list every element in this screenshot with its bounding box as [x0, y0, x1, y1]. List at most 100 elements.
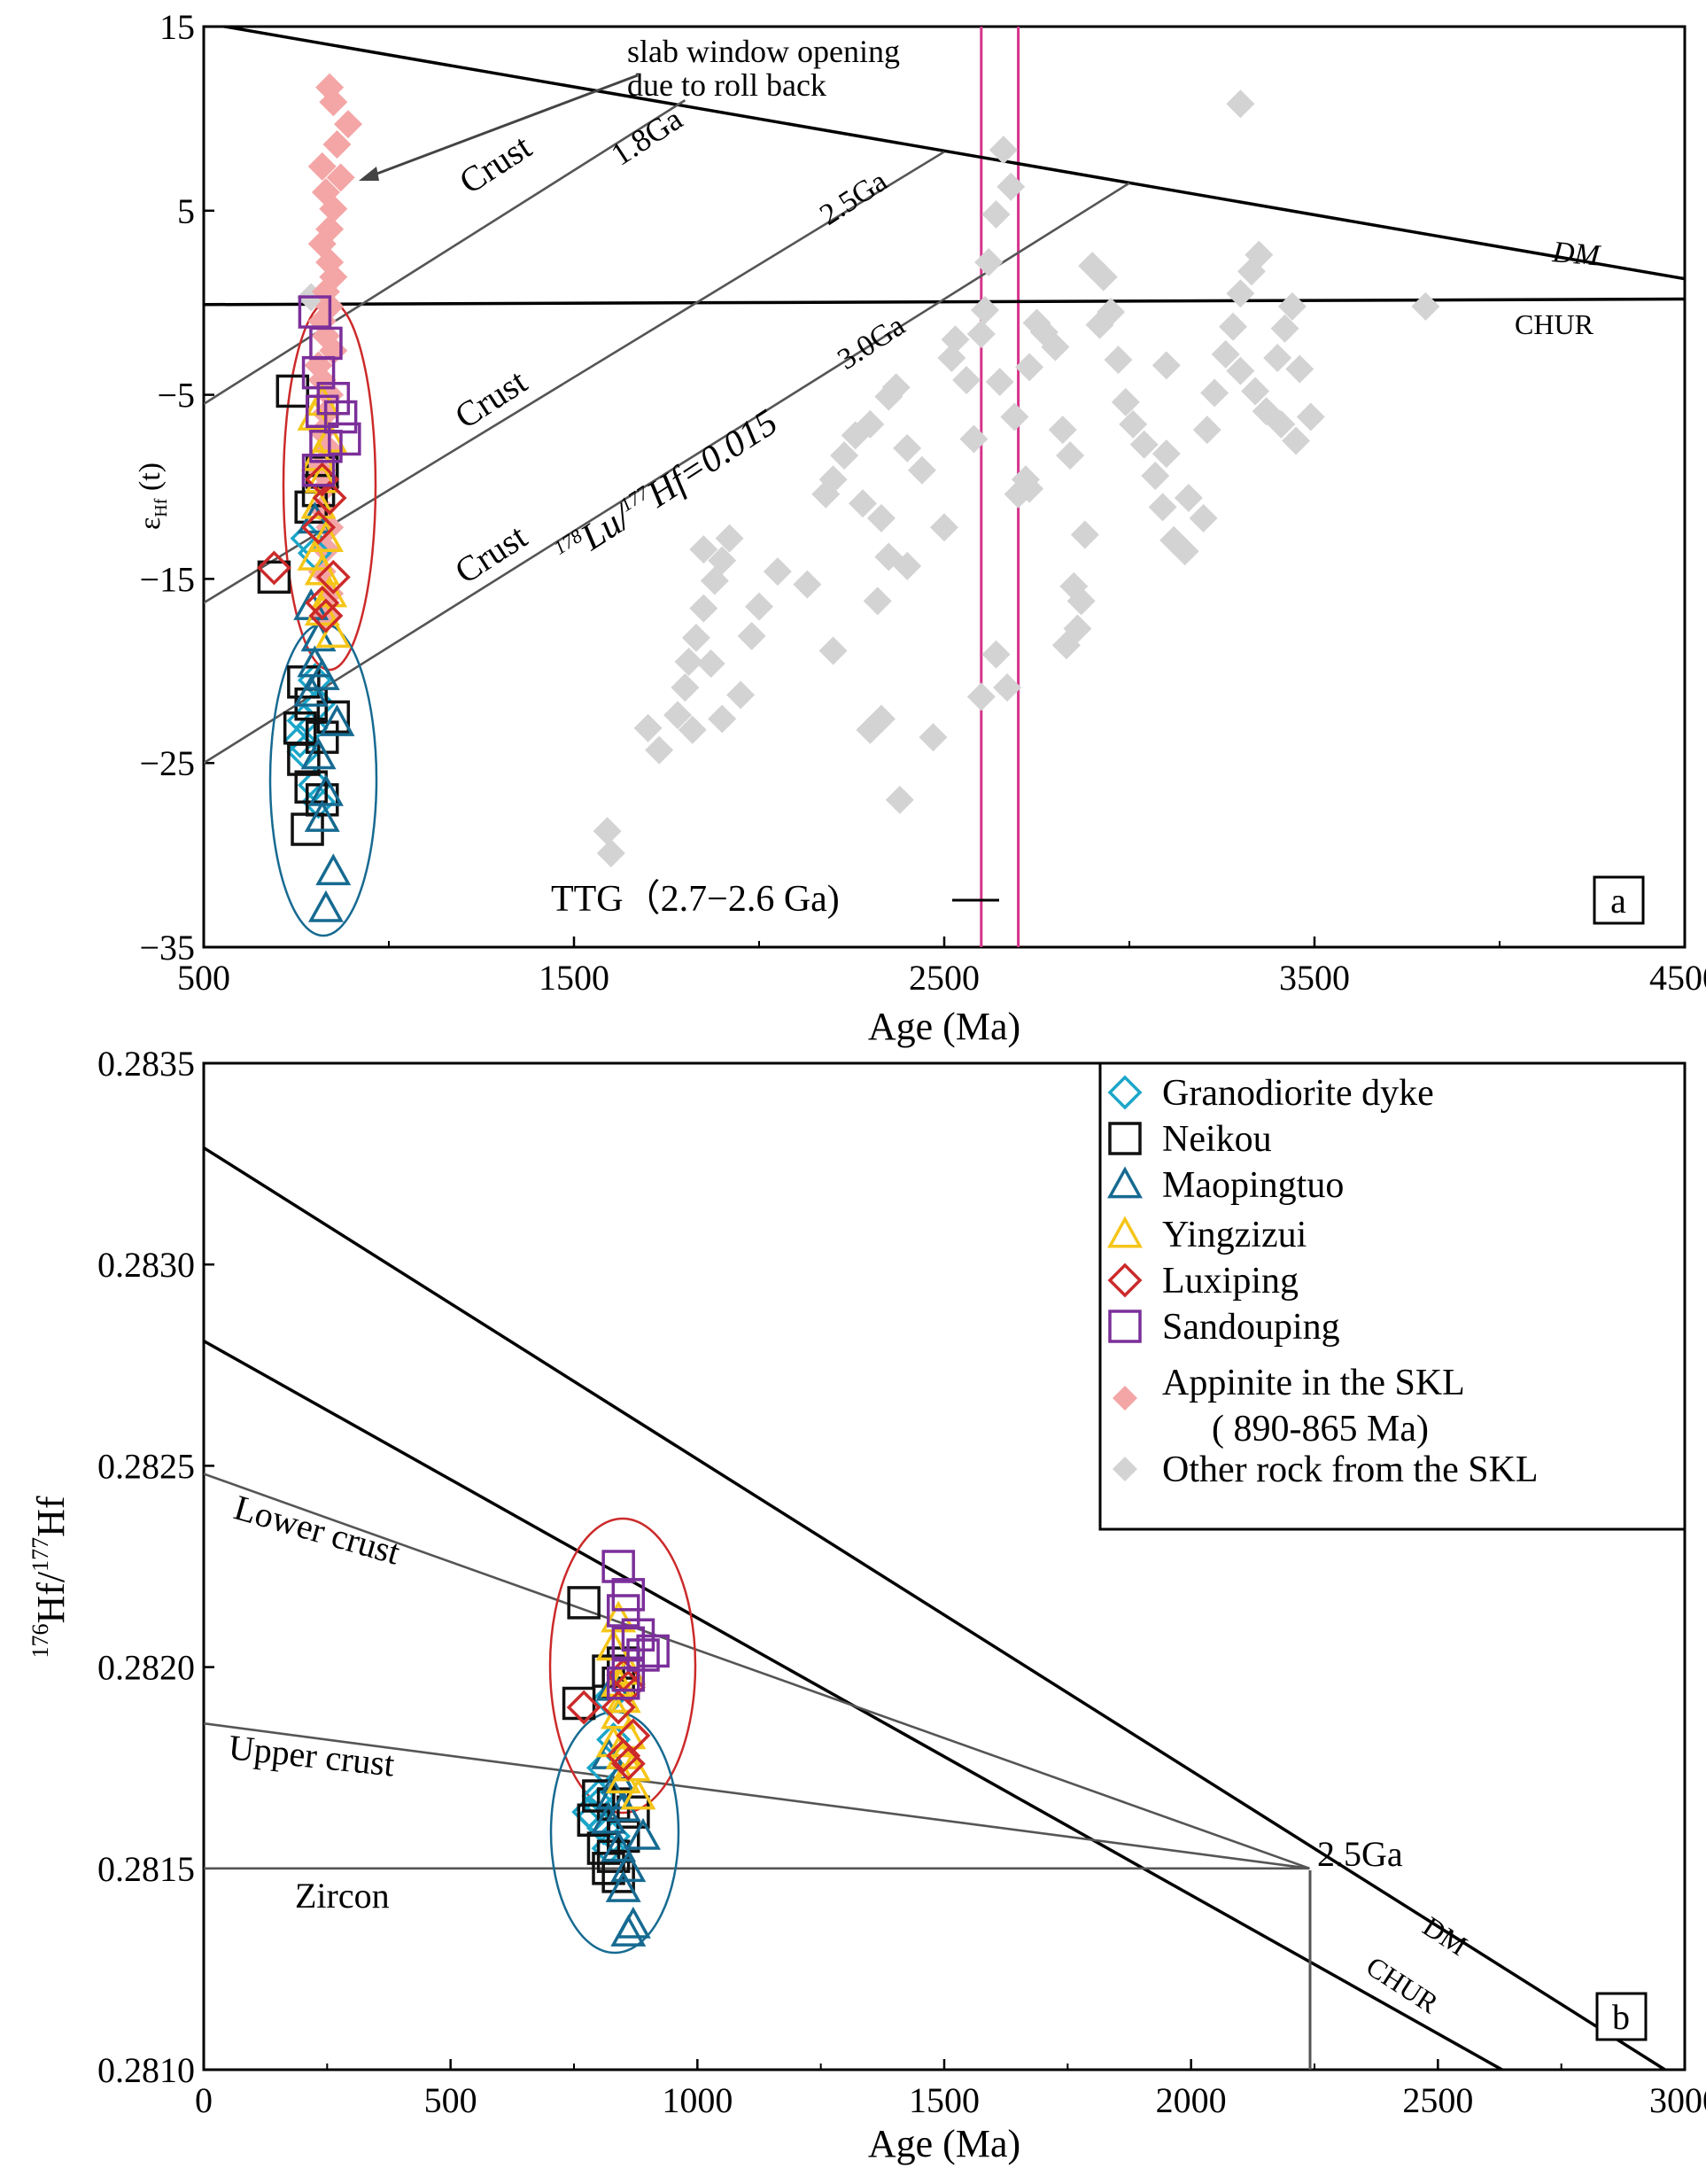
legend-marker-maopingtuo [1107, 1166, 1143, 1199]
panel-a-ylabel: εHf (t) [134, 462, 171, 530]
y-tick-label: 15 [159, 7, 195, 47]
ylabel-sub: Hf [151, 498, 171, 517]
series-sandouping [298, 295, 361, 487]
point-other-rock-from-the-skl [708, 546, 737, 575]
point-other-rock-from-the-skl [959, 424, 989, 454]
point-yingzizui [601, 1600, 637, 1633]
point-other-rock-from-the-skl [593, 817, 622, 846]
point-sandouping [611, 1658, 646, 1692]
point-other-rock-from-the-skl [745, 592, 773, 621]
panel-a-ticks: 500 1500 2500 3500 4500 15 5 −5 −15 −25 −35 [139, 7, 1706, 998]
point-neikou [306, 720, 339, 754]
legend-label-2-appinite-in-the-skl: ( 890-865 Ma) [1212, 1409, 1429, 1450]
point-other-rock-from-the-skl [856, 409, 885, 439]
point-appinite-in-the-skl [326, 163, 355, 192]
point-other-rock-from-the-skl [681, 623, 710, 652]
panel-b-label: b [1612, 1997, 1630, 2037]
point-other-rock-from-the-skl [1189, 503, 1218, 532]
point-sandouping [328, 422, 361, 456]
point-other-rock-from-the-skl [966, 320, 996, 349]
point-other-rock-from-the-skl [1263, 344, 1292, 373]
point-maopingtuo [605, 1869, 641, 1902]
line-dm [215, 27, 1685, 281]
point-yingzizui [304, 553, 340, 586]
point-other-rock-from-the-skl [1070, 520, 1099, 549]
point-luxiping [315, 559, 351, 595]
ttg-label: TTG（2.7−2.6 Ga) [551, 879, 840, 920]
point-sandouping [306, 394, 339, 429]
dm-label-a: DM [1550, 236, 1602, 273]
point-other-rock-from-the-skl [907, 455, 936, 485]
point-other-rock-from-the-skl [1004, 479, 1033, 509]
point-yingzizui [300, 486, 337, 519]
point-other-rock-from-the-skl [1241, 377, 1270, 406]
annotation-line2: due to roll back [627, 67, 826, 103]
point-other-rock-from-the-skl [981, 640, 1011, 669]
point-other-rock-from-the-skl [981, 199, 1011, 229]
point-maopingtuo [319, 703, 355, 736]
x-tick-label: 2000 [1156, 2080, 1227, 2120]
point-maopingtuo [315, 853, 352, 886]
point-luxiping [312, 480, 347, 516]
legend-label-yingzizui: Yingzizui [1162, 1215, 1307, 1255]
point-other-rock-from-the-skl [996, 172, 1026, 201]
point-other-rock-from-the-skl [1270, 314, 1299, 343]
point-yingzizui [307, 520, 344, 553]
point-other-rock-from-the-skl [696, 649, 725, 678]
point-neikou [275, 374, 310, 408]
point-other-rock-from-the-skl [985, 368, 1014, 397]
y-tick-label: 5 [177, 191, 195, 231]
legend-label-neikou: Neikou [1162, 1119, 1272, 1160]
series-luxiping [256, 462, 351, 633]
point-other-rock-from-the-skl [881, 373, 911, 402]
panel-a-xlabel: Age (Ma) [868, 1005, 1020, 1048]
point-other-rock-from-the-skl [1296, 402, 1325, 431]
legend: Granodiorite dyke Neikou Maopingtuo Yingziz… [1107, 1073, 1539, 1490]
point-other-rock-from-the-skl [1048, 416, 1077, 445]
point-other-rock-from-the-skl [1051, 631, 1081, 660]
point-appinite-in-the-skl [319, 88, 348, 117]
x-tick-label: 500 [424, 2080, 477, 2120]
point-other-rock-from-the-skl [1089, 262, 1118, 291]
point-other-rock-from-the-skl [1267, 409, 1296, 439]
legend-label-sandouping: Sandouping [1162, 1307, 1340, 1348]
annotation-arrowhead [359, 167, 379, 181]
x-tick-label: 3500 [1279, 958, 1350, 998]
legend-marker-luxiping [1107, 1263, 1143, 1298]
point-appinite-in-the-skl [322, 129, 352, 159]
point-sandouping [316, 382, 351, 416]
point-other-rock-from-the-skl [763, 557, 792, 587]
y-tick-label: −25 [139, 743, 195, 783]
legend-marker-neikou [1108, 1122, 1142, 1155]
point-luxiping [601, 1690, 636, 1725]
point-maopingtuo [300, 737, 337, 770]
zircon-label: Zircon [295, 1876, 390, 1916]
legend-marker-sandouping [1108, 1310, 1142, 1343]
point-luxiping [566, 1690, 601, 1725]
upper-group-ellipse-b [548, 1517, 697, 1815]
x-tick-label: 0 [195, 2080, 213, 2120]
legend-label-luxiping: Luxiping [1162, 1261, 1299, 1302]
point-other-rock-from-the-skl [1015, 353, 1044, 382]
ylabel-b-end: Hf [29, 1496, 73, 1537]
legend-marker-appinite-in-the-skl [1113, 1386, 1137, 1411]
point-other-rock-from-the-skl [1000, 402, 1029, 431]
legend-marker-granodiorite-dyke [1107, 1075, 1143, 1110]
point-other-rock-from-the-skl [793, 570, 822, 599]
point-other-rock-from-the-skl [1226, 89, 1255, 119]
point-other-rock-from-the-skl [1226, 356, 1255, 385]
x-tick-label: 1500 [539, 958, 609, 998]
point-luxiping [301, 509, 337, 545]
point-neikou [616, 1795, 650, 1829]
point-other-rock-from-the-skl [1152, 351, 1181, 380]
point-maopingtuo [601, 1830, 637, 1862]
point-other-rock-from-the-skl [689, 594, 718, 623]
x-tick-label: 4500 [1649, 958, 1706, 998]
panel-a-label-box [1593, 875, 1645, 925]
y-tick-label: −35 [139, 928, 195, 968]
annotation-arrow-line [367, 74, 639, 179]
point-appinite-in-the-skl [334, 110, 363, 139]
point-other-rock-from-the-skl [1285, 354, 1314, 384]
